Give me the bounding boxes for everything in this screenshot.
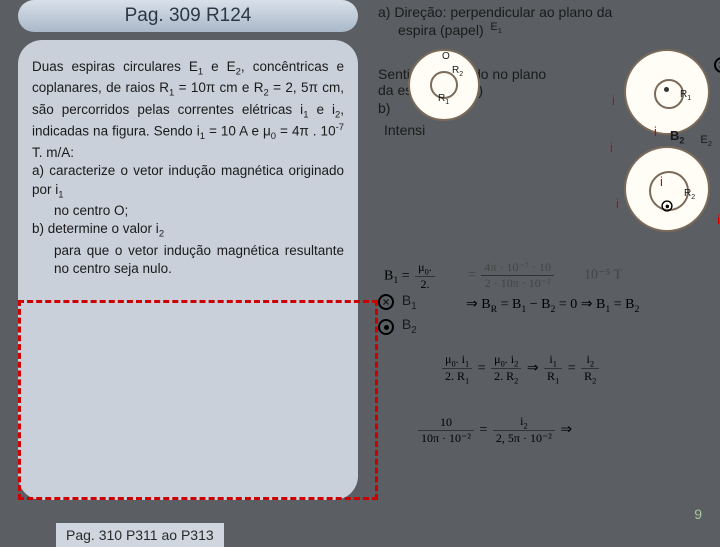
t: e i bbox=[308, 102, 335, 117]
item-b2: para que o vetor indução magnética resul… bbox=[32, 242, 344, 278]
t: = 10π cm e R bbox=[174, 80, 263, 95]
r2-label: R2 bbox=[452, 65, 463, 78]
b1-text: B1 bbox=[402, 292, 417, 308]
i-label: i bbox=[610, 140, 613, 155]
e2-label: E2 bbox=[700, 134, 712, 148]
b2-symbol: B2 bbox=[378, 316, 417, 336]
e1-label: E1 bbox=[490, 21, 502, 35]
page-number: 9 bbox=[694, 506, 702, 522]
t: a) Direção: perpendicular ao plano da bbox=[378, 4, 612, 20]
t: e E bbox=[203, 59, 236, 74]
i-label: i bbox=[660, 174, 663, 189]
into-page-icon: × bbox=[378, 294, 394, 310]
b2-text: B2 bbox=[402, 316, 417, 332]
eq-numeric: = 4π · 10⁻⁷ · 102 · 10π · 10⁻² 10⁻⁵ T bbox=[468, 260, 622, 291]
item-a2: no centro O; bbox=[32, 202, 344, 220]
eq-frac-chain: μ0. i12. R1 = μ0. i22. R2 ⇒ i1R1 = i2R2 bbox=[440, 352, 601, 386]
t: T. m/A: bbox=[32, 145, 74, 160]
into-page-icon: × bbox=[714, 57, 720, 73]
out-of-page-icon bbox=[661, 200, 672, 211]
header-pill: Pag. 309 R124 bbox=[18, 0, 358, 32]
eq-final: 1010π · 10⁻² = i22, 5π · 10⁻² ⇒ bbox=[416, 414, 572, 446]
problem-text: Duas espiras circulares E1 e E2, concênt… bbox=[18, 40, 358, 500]
solution-area: a) Direção: perpendicular ao plano da es… bbox=[378, 4, 708, 140]
t: Duas espiras circulares E bbox=[32, 59, 198, 74]
t: = 4π . 10 bbox=[276, 124, 336, 139]
i-label: i bbox=[612, 93, 615, 108]
i-label: i bbox=[616, 196, 619, 211]
b2-label: B2 bbox=[670, 128, 684, 146]
i-label: i bbox=[654, 124, 657, 139]
coil-diagram-2: R2 E2 B2 i i i i i i bbox=[624, 146, 710, 232]
eq-br: ⇒ BR = B1 − B2 = 0 ⇒ B1 = B2 bbox=[466, 296, 639, 315]
r1-label: R1 bbox=[438, 93, 449, 106]
ans-a-dir: a) Direção: perpendicular ao plano da bbox=[378, 4, 708, 20]
mini-diagram: O R2 R1 E1 bbox=[408, 49, 488, 139]
b1-symbol: × B1 bbox=[378, 292, 417, 312]
footer-ref: Pag. 310 P311 ao P313 bbox=[56, 523, 224, 547]
item-b: b) determine o valor i bbox=[32, 221, 159, 236]
o-label: O bbox=[442, 51, 450, 62]
out-of-page-icon bbox=[378, 319, 394, 335]
r1-label-d: R1 bbox=[680, 89, 691, 102]
eq-b1-formula: B1 = μ0.2. bbox=[384, 260, 437, 292]
t: espira (papel) bbox=[398, 22, 484, 38]
item-a: a) caracterize o vetor indução magnética… bbox=[32, 163, 344, 196]
t: = 10 A e μ bbox=[205, 124, 271, 139]
ans-a-dir2: espira (papel) bbox=[378, 22, 708, 38]
r2-label-d: R2 bbox=[684, 188, 695, 201]
coil-diagram-1: R1 × B1 i i bbox=[624, 49, 710, 135]
